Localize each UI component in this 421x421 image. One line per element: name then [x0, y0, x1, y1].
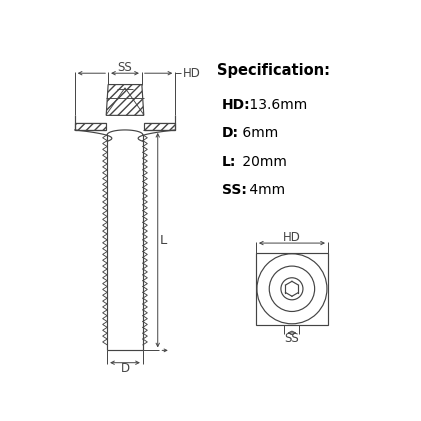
Text: L:: L: [222, 155, 237, 168]
Text: 6mm: 6mm [238, 126, 278, 140]
Text: SS: SS [285, 332, 299, 344]
Text: L: L [160, 234, 167, 247]
Text: D:: D: [222, 126, 239, 140]
Polygon shape [103, 135, 147, 350]
Text: 20mm: 20mm [238, 155, 287, 168]
Text: D: D [120, 362, 130, 375]
Text: HD: HD [184, 67, 201, 80]
Text: SS:: SS: [222, 183, 247, 197]
Polygon shape [75, 123, 106, 130]
Text: 4mm: 4mm [245, 183, 285, 197]
Text: Specification:: Specification: [217, 64, 330, 78]
Text: HD:: HD: [222, 98, 251, 112]
Text: SS: SS [117, 61, 132, 74]
Text: 13.6mm: 13.6mm [245, 98, 307, 112]
Text: HD: HD [283, 232, 301, 244]
Polygon shape [106, 85, 144, 115]
Polygon shape [144, 123, 175, 130]
